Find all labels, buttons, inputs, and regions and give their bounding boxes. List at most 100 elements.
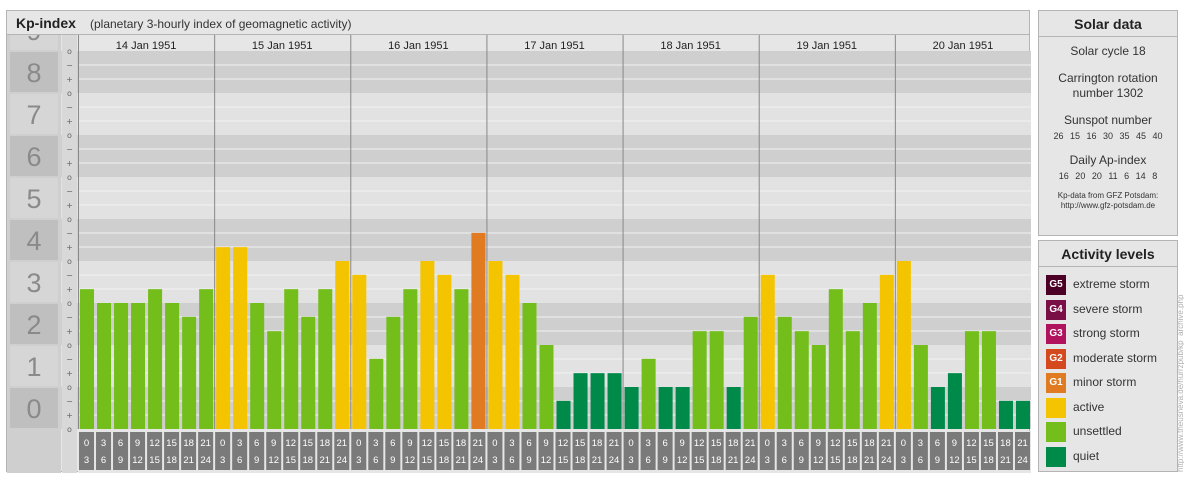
time-box <box>419 432 435 470</box>
kp-bar <box>522 303 537 429</box>
time-box <box>657 432 673 470</box>
time-start-label: 3 <box>237 438 242 449</box>
time-start-label: 12 <box>558 438 569 449</box>
y-tick-cell <box>10 346 58 386</box>
time-box <box>385 432 401 470</box>
sub-tick-label: − <box>66 355 73 364</box>
time-box <box>572 432 588 470</box>
time-end-label: 9 <box>799 455 804 466</box>
time-start-label: 18 <box>864 438 875 449</box>
time-end-label: 6 <box>373 455 378 466</box>
kp-bar <box>403 289 418 429</box>
time-start-label: 21 <box>200 438 211 449</box>
kp-bar <box>420 261 435 429</box>
time-start-label: 21 <box>473 438 484 449</box>
time-box <box>470 432 486 470</box>
y-tick-label: 4 <box>26 226 41 256</box>
time-end-label: 6 <box>918 455 923 466</box>
time-end-label: 18 <box>575 455 586 466</box>
sub-tick-label: + <box>66 369 73 378</box>
time-box <box>521 432 537 470</box>
time-end-label: 21 <box>183 455 194 466</box>
kp-chart-panel: 0123456789o+o+−o+−o+−o+−o+−o+−o+−o+−o−14… <box>6 10 1031 473</box>
kp-bar <box>845 331 860 429</box>
time-box <box>912 432 928 470</box>
kp-bar <box>267 331 282 429</box>
time-box <box>793 432 809 470</box>
y-tick-label: 8 <box>26 58 41 88</box>
time-box <box>453 432 469 470</box>
legend-label: unsettled <box>1073 424 1122 438</box>
kp-bar <box>1015 400 1030 429</box>
time-start-label: 15 <box>166 438 177 449</box>
time-box <box>351 432 367 470</box>
time-end-label: 3 <box>628 455 633 466</box>
time-end-label: 18 <box>166 455 177 466</box>
sub-tick-label: + <box>66 327 73 336</box>
time-start-label: 18 <box>1000 438 1011 449</box>
sub-tick-label: + <box>66 411 73 420</box>
sunspot-title: Sunspot number <box>1063 113 1153 127</box>
legend-swatch-g5: G5 <box>1046 275 1066 295</box>
time-end-label: 3 <box>220 455 225 466</box>
time-start-label: 12 <box>149 438 160 449</box>
kp-bar <box>811 345 826 429</box>
time-start-label: 21 <box>609 438 620 449</box>
time-end-label: 12 <box>677 455 688 466</box>
time-end-label: 21 <box>592 455 603 466</box>
time-end-label: 18 <box>983 455 994 466</box>
time-start-label: 3 <box>918 438 923 449</box>
time-box <box>79 432 95 470</box>
time-start-label: 15 <box>575 438 586 449</box>
kp-bar <box>488 261 503 429</box>
legend-label: extreme storm <box>1073 277 1150 291</box>
y-tick-cell <box>10 178 58 218</box>
day-label: 20 Jan 1951 <box>933 40 994 52</box>
time-box <box>147 432 163 470</box>
time-end-label: 3 <box>901 455 906 466</box>
time-start-label: 15 <box>983 438 994 449</box>
kp-bar <box>454 289 469 429</box>
kp-bar <box>998 400 1013 429</box>
y-tick-cell <box>10 52 58 92</box>
sub-tick-label: + <box>66 243 73 252</box>
kp-bar <box>896 261 911 429</box>
time-box <box>266 432 282 470</box>
time-start-label: 12 <box>694 438 705 449</box>
kp-band-5 <box>61 177 1031 219</box>
legend-swatch-active <box>1046 397 1066 418</box>
kp-bar <box>335 261 350 429</box>
time-start-label: 0 <box>901 438 906 449</box>
kp-bar <box>216 247 231 429</box>
kp-bar <box>369 358 384 429</box>
kp-bar <box>437 274 452 429</box>
time-end-label: 21 <box>1000 455 1011 466</box>
time-end-label: 9 <box>254 455 259 466</box>
time-box <box>776 432 792 470</box>
sub-tick-label: + <box>66 285 73 294</box>
y-tick-label: 3 <box>26 268 41 298</box>
legend-swatch-g3: G3 <box>1046 324 1066 344</box>
time-start-label: 0 <box>84 438 89 449</box>
time-start-label: 3 <box>373 438 378 449</box>
sub-tick-label: o <box>67 131 72 140</box>
activity-levels-panel: Activity levels G5 extreme storm G4 seve… <box>1038 240 1178 472</box>
time-end-label: 15 <box>285 455 296 466</box>
data-source-link[interactable]: http://www.gfz-potsdam.de <box>1060 201 1156 210</box>
time-box <box>810 432 826 470</box>
solar-data-panel: Solar data Solar cycle 18 Carrington rot… <box>1038 10 1178 236</box>
time-box <box>878 432 894 470</box>
time-box <box>674 432 690 470</box>
time-box <box>946 432 962 470</box>
time-box <box>215 432 231 470</box>
sub-tick-label: − <box>66 61 73 70</box>
sub-tick-label: o <box>67 215 72 224</box>
time-end-label: 24 <box>473 455 484 466</box>
time-start-label: 18 <box>319 438 330 449</box>
time-start-label: 18 <box>728 438 739 449</box>
sub-tick-label: o <box>67 383 72 392</box>
chart-header: Kp-index (planetary 3-hourly index of ge… <box>7 11 1029 35</box>
time-start-label: 15 <box>847 438 858 449</box>
solar-cycle: Solar cycle 18 <box>1070 44 1146 58</box>
chart-subtitle: (planetary 3-hourly index of geomagnetic… <box>90 17 352 31</box>
